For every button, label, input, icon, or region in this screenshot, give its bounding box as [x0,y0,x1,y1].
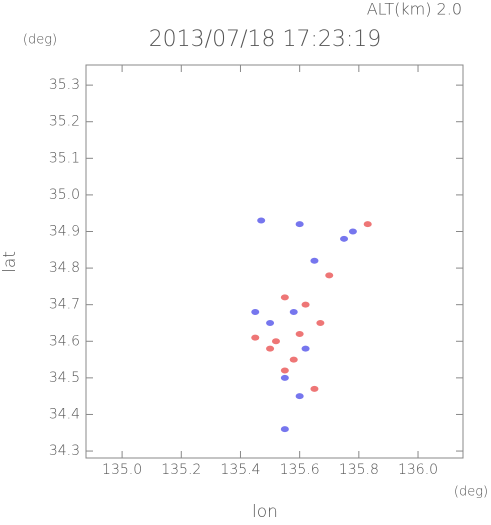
x-tick-label: 135.4 [220,462,260,478]
echo-point [325,272,334,279]
y-tick-label: 34.6 [49,333,80,349]
echo-point [310,257,319,264]
x-tick-label: 135.0 [102,462,142,478]
echo-point [348,228,357,235]
plot-frame [85,64,464,459]
y-tick-label: 35.0 [49,187,80,203]
y-tick-label: 34.7 [49,297,80,313]
echo-point [280,294,289,301]
echo-point [316,319,325,326]
x-tick-label: 135.6 [280,462,320,478]
x-tick-label: 135.2 [161,462,201,478]
echo-point [289,356,298,363]
y-tick-label: 34.5 [49,370,80,386]
echo-point [301,301,310,308]
echo-point [266,319,275,326]
echo-point [295,330,304,337]
x-tick-label: 136.0 [398,462,438,478]
echo-point [363,221,372,228]
y-tick-label: 35.1 [49,150,80,166]
echo-point [340,235,349,242]
y-axis-label: lat [0,251,20,273]
y-tick-label: 34.4 [49,406,80,422]
echo-point [280,374,289,381]
chart-title: 2013/07/18 17:23:19 [149,27,382,52]
x-axis-label: lon [252,502,278,521]
echo-point [295,393,304,400]
altitude-label: ALT(km) 2.0 [367,0,462,19]
echo-point [295,221,304,228]
echo-point [251,334,260,341]
y-tick-label: 35.2 [49,114,80,130]
echo-point [280,367,289,374]
x-unit: (deg) [454,485,488,500]
y-unit: (deg) [23,33,57,48]
x-tick-label: 135.8 [339,462,379,478]
echo-point [301,345,310,352]
echo-point [310,385,319,392]
y-tick-label: 34.9 [49,223,80,239]
echo-point [289,308,298,315]
y-tick-label: 34.8 [49,260,80,276]
echo-point [271,338,280,345]
echo-point [280,426,289,433]
y-tick-label: 34.3 [49,443,80,459]
echo-point [266,345,275,352]
echo-point [251,308,260,315]
echo-point [257,217,266,224]
y-tick-label: 35.3 [49,77,80,93]
